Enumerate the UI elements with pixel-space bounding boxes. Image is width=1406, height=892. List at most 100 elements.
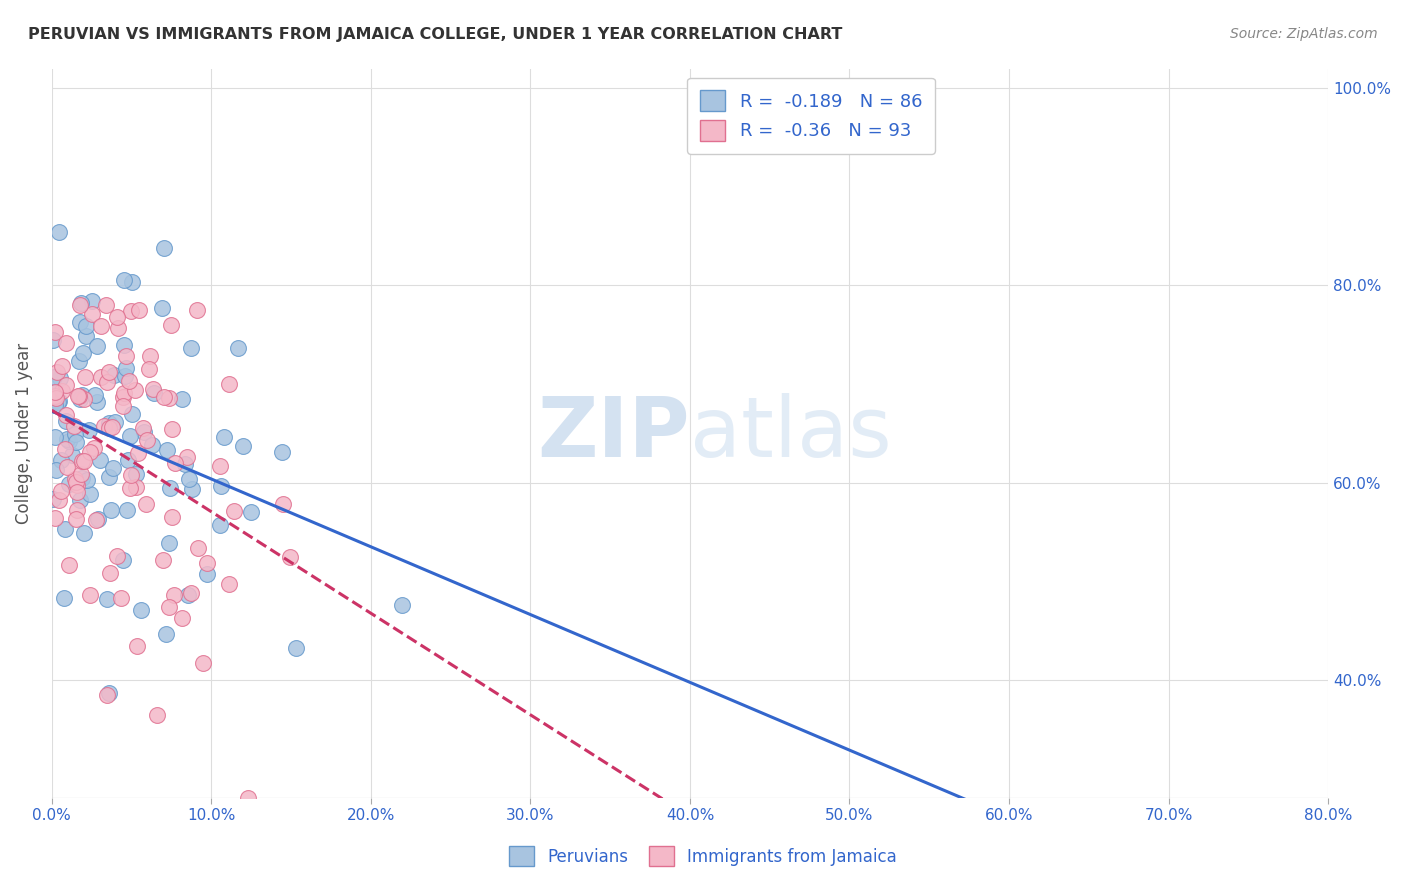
Point — [44, 398, 66, 412]
Point — [58, 558, 80, 572]
Point — [187, 541, 209, 556]
Point — [127, 640, 149, 654]
Point — [236, 791, 259, 805]
Point — [96, 376, 118, 390]
Point — [115, 361, 138, 376]
Text: ZIP: ZIP — [537, 392, 690, 474]
Point — [100, 503, 122, 517]
Point — [131, 420, 153, 434]
Point — [160, 510, 183, 524]
Point — [124, 467, 146, 481]
Point — [51, 453, 73, 467]
Point — [72, 392, 94, 406]
Point — [75, 319, 97, 334]
Point — [153, 241, 176, 255]
Point — [163, 456, 186, 470]
Point — [48, 225, 70, 239]
Point — [240, 505, 263, 519]
Point — [79, 486, 101, 500]
Point — [105, 310, 128, 325]
Point — [112, 399, 135, 413]
Point — [90, 370, 112, 384]
Point — [66, 478, 89, 492]
Point — [72, 471, 94, 485]
Point — [62, 418, 84, 433]
Point — [67, 389, 90, 403]
Point — [46, 364, 69, 378]
Point — [156, 443, 179, 458]
Point — [69, 392, 91, 407]
Point — [138, 362, 160, 376]
Point — [44, 430, 66, 444]
Text: PERUVIAN VS IMMIGRANTS FROM JAMAICA COLLEGE, UNDER 1 YEAR CORRELATION CHART: PERUVIAN VS IMMIGRANTS FROM JAMAICA COLL… — [28, 27, 842, 42]
Point — [55, 377, 77, 392]
Point — [218, 377, 240, 392]
Point — [195, 566, 218, 581]
Point — [69, 295, 91, 310]
Point — [69, 315, 91, 329]
Point — [86, 395, 108, 409]
Point — [66, 484, 89, 499]
Point — [271, 444, 294, 458]
Point — [124, 383, 146, 397]
Point — [44, 326, 66, 340]
Point — [45, 463, 67, 477]
Point — [79, 445, 101, 459]
Point — [94, 298, 117, 312]
Point — [101, 461, 124, 475]
Point — [160, 422, 183, 436]
Point — [80, 307, 103, 321]
Point — [157, 600, 180, 615]
Point — [63, 427, 86, 442]
Point — [45, 391, 67, 405]
Point — [209, 478, 232, 492]
Point — [153, 390, 176, 404]
Point — [44, 384, 66, 399]
Point — [58, 476, 80, 491]
Point — [141, 437, 163, 451]
Point — [70, 388, 93, 402]
Text: Source: ZipAtlas.com: Source: ZipAtlas.com — [1230, 27, 1378, 41]
Point — [120, 429, 142, 443]
Point — [117, 503, 139, 517]
Point — [111, 553, 134, 567]
Point — [139, 349, 162, 363]
Point — [112, 273, 135, 287]
Point — [73, 453, 96, 467]
Point — [128, 303, 150, 318]
Point — [118, 374, 141, 388]
Point — [42, 492, 65, 507]
Point — [83, 441, 105, 455]
Point — [55, 432, 77, 446]
Point — [110, 591, 132, 605]
Point — [114, 368, 136, 383]
Point — [208, 517, 231, 532]
Point — [98, 416, 121, 430]
Point — [96, 591, 118, 606]
Point — [193, 656, 215, 670]
Point — [67, 389, 90, 403]
Point — [152, 553, 174, 567]
Point — [89, 453, 111, 467]
Point — [84, 513, 107, 527]
Point — [124, 480, 146, 494]
Point — [42, 333, 65, 347]
Point — [146, 708, 169, 723]
Point — [218, 576, 240, 591]
Point — [65, 475, 87, 489]
Point — [76, 473, 98, 487]
Point — [80, 294, 103, 309]
Legend: Peruvians, Immigrants from Jamaica: Peruvians, Immigrants from Jamaica — [501, 838, 905, 875]
Point — [177, 588, 200, 602]
Point — [77, 423, 100, 437]
Point — [120, 481, 142, 495]
Point — [181, 483, 204, 497]
Point — [115, 349, 138, 363]
Point — [159, 391, 181, 405]
Point — [98, 470, 121, 484]
Point — [120, 467, 142, 482]
Point — [48, 492, 70, 507]
Point — [98, 566, 121, 581]
Point — [55, 414, 77, 428]
Point — [212, 430, 235, 444]
